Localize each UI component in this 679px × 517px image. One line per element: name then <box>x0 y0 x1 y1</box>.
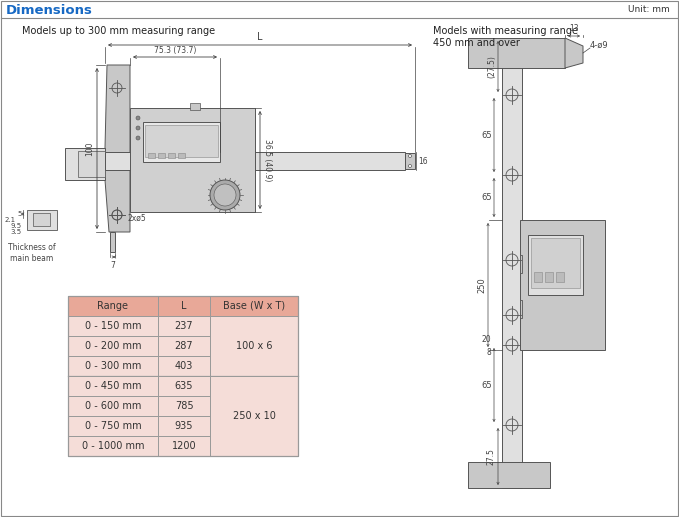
Bar <box>520 220 605 350</box>
Polygon shape <box>565 38 583 68</box>
Circle shape <box>136 116 140 120</box>
Text: 20: 20 <box>481 335 491 344</box>
Bar <box>110 232 115 252</box>
Bar <box>65 148 105 180</box>
Bar <box>178 153 185 158</box>
Text: 75.3 (73.7): 75.3 (73.7) <box>154 46 196 55</box>
Bar <box>68 396 298 416</box>
Text: 2xø5: 2xø5 <box>128 214 147 222</box>
Text: Dimensions: Dimensions <box>6 4 93 17</box>
Text: 65: 65 <box>481 130 492 140</box>
Bar <box>68 296 298 456</box>
Text: 4-ø9: 4-ø9 <box>590 40 608 50</box>
Bar <box>78 151 105 177</box>
Text: 8: 8 <box>486 348 491 357</box>
Text: 785: 785 <box>175 401 194 411</box>
Bar <box>210 376 298 456</box>
Bar <box>68 416 298 436</box>
Text: Base (W x T): Base (W x T) <box>223 301 285 311</box>
Text: 0 - 1000 mm: 0 - 1000 mm <box>81 441 144 451</box>
Bar <box>190 103 200 110</box>
Bar <box>528 235 583 295</box>
Bar <box>145 125 218 157</box>
Text: 3.5: 3.5 <box>11 229 22 235</box>
Text: L: L <box>257 32 263 42</box>
Bar <box>168 153 175 158</box>
Bar <box>148 153 155 158</box>
Text: Thickness of
main beam: Thickness of main beam <box>8 243 56 263</box>
Bar <box>468 38 565 68</box>
Bar <box>68 296 298 316</box>
Text: 9.5: 9.5 <box>11 223 22 229</box>
Circle shape <box>136 126 140 130</box>
Bar <box>68 356 298 376</box>
Bar <box>27 210 57 230</box>
Bar <box>534 272 542 282</box>
Bar <box>210 316 298 376</box>
Text: 0 - 150 mm: 0 - 150 mm <box>85 321 141 331</box>
Bar <box>520 255 522 273</box>
Circle shape <box>210 180 240 210</box>
Bar <box>545 272 553 282</box>
Text: 65: 65 <box>481 193 492 202</box>
Text: 16: 16 <box>418 157 428 165</box>
Bar <box>68 316 298 336</box>
Text: 0 - 750 mm: 0 - 750 mm <box>85 421 141 431</box>
Text: 403: 403 <box>175 361 194 371</box>
Text: 0 - 200 mm: 0 - 200 mm <box>85 341 141 351</box>
Text: 100: 100 <box>85 141 94 156</box>
Text: 27.5: 27.5 <box>487 448 496 465</box>
Bar <box>68 376 298 396</box>
Text: 237: 237 <box>175 321 194 331</box>
Text: L: L <box>181 301 187 311</box>
Text: (27.5): (27.5) <box>487 55 496 78</box>
Bar <box>158 153 165 158</box>
Bar <box>68 336 298 356</box>
Text: 7: 7 <box>110 261 115 270</box>
Bar <box>531 238 580 288</box>
Text: 0 - 450 mm: 0 - 450 mm <box>85 381 141 391</box>
Text: 635: 635 <box>175 381 194 391</box>
Bar <box>143 122 220 162</box>
Circle shape <box>409 155 411 158</box>
Bar <box>68 436 298 456</box>
Bar <box>502 38 522 488</box>
Text: 250 x 10: 250 x 10 <box>233 411 276 421</box>
Text: 1200: 1200 <box>172 441 196 451</box>
Text: 0 - 600 mm: 0 - 600 mm <box>85 401 141 411</box>
Text: 13: 13 <box>569 24 579 33</box>
Text: Models up to 300 mm measuring range: Models up to 300 mm measuring range <box>22 26 215 36</box>
Text: 287: 287 <box>175 341 194 351</box>
Text: 65: 65 <box>481 381 492 389</box>
Text: Models with measuring range
450 mm and over: Models with measuring range 450 mm and o… <box>433 26 578 48</box>
Polygon shape <box>105 65 130 232</box>
Circle shape <box>214 184 236 206</box>
Text: 100 x 6: 100 x 6 <box>236 341 272 351</box>
Text: 36.5 (40.9): 36.5 (40.9) <box>263 139 272 181</box>
Bar <box>130 108 255 212</box>
Text: 5: 5 <box>18 211 22 217</box>
Text: 2.1: 2.1 <box>5 217 16 223</box>
Text: Unit: mm: Unit: mm <box>628 6 670 14</box>
Bar <box>520 300 522 318</box>
Text: Range: Range <box>98 301 128 311</box>
Circle shape <box>409 164 411 168</box>
Bar <box>556 272 564 282</box>
Circle shape <box>136 136 140 140</box>
Text: 250: 250 <box>477 277 486 293</box>
Bar <box>105 152 405 170</box>
Bar <box>468 462 550 488</box>
Bar <box>405 153 415 169</box>
Text: 0 - 300 mm: 0 - 300 mm <box>85 361 141 371</box>
Bar <box>33 213 50 226</box>
Text: 935: 935 <box>175 421 194 431</box>
